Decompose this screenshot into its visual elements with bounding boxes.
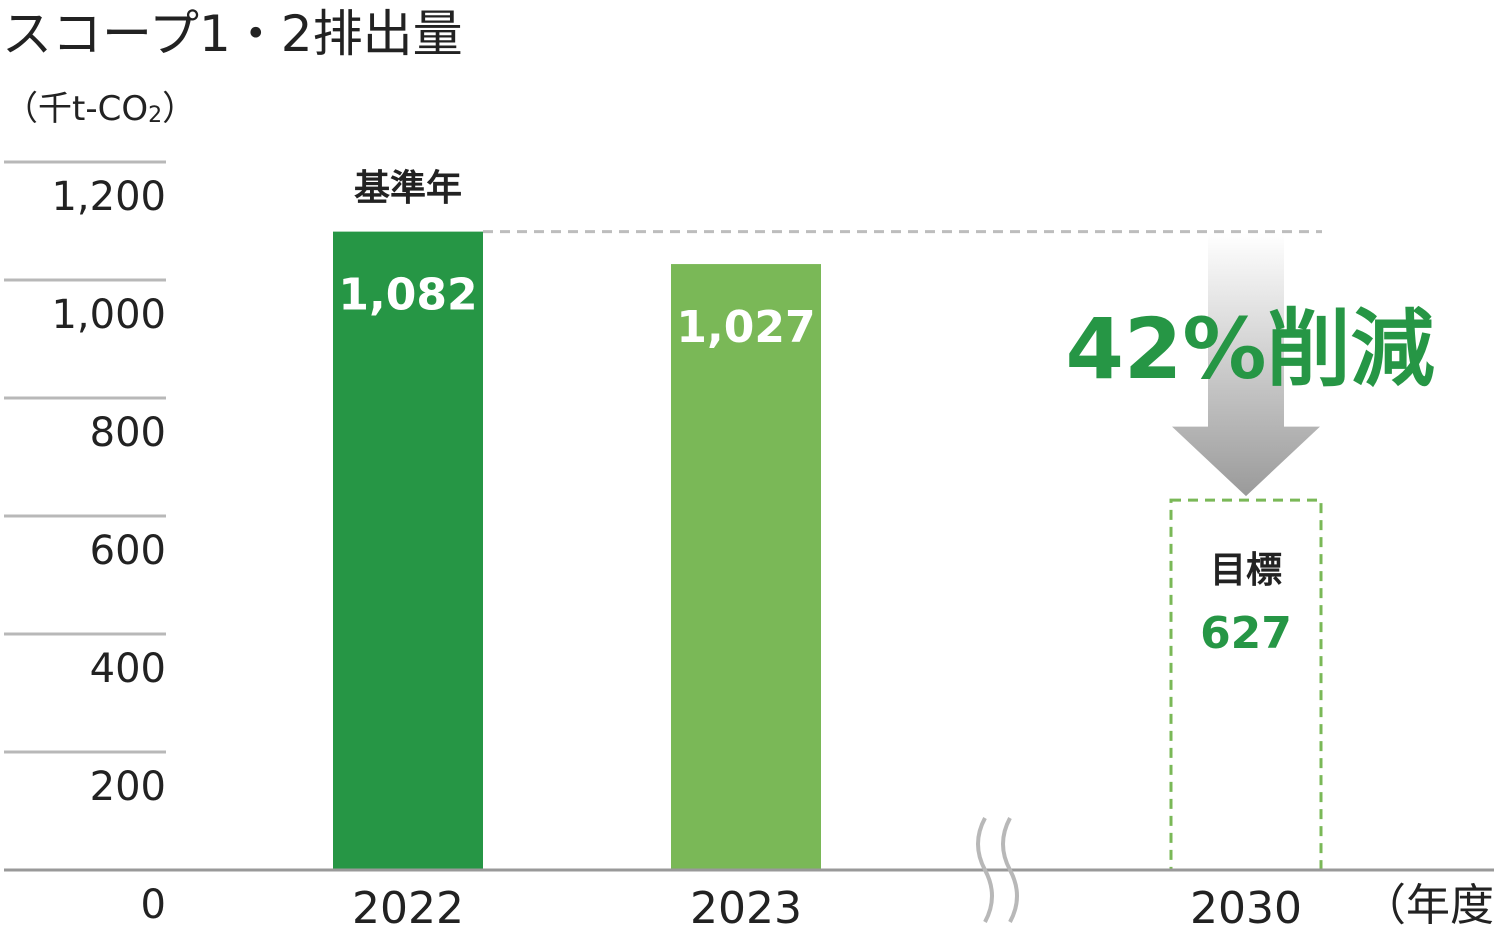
- target-bar-2030: [1169, 498, 1323, 872]
- reduction-annotation: 42%削減: [1065, 300, 1434, 398]
- unit-subscript: 2: [148, 103, 163, 128]
- y-tick-label: 0: [141, 882, 166, 928]
- chart-title: スコープ1・2排出量: [2, 5, 463, 63]
- y-tick-label: 200: [90, 764, 166, 810]
- y-tick-labels: 0 200 400 600 800 1,000 1,200: [51, 174, 166, 928]
- unit-close: ）: [162, 89, 197, 129]
- down-arrow-icon: [1172, 233, 1320, 497]
- y-axis-unit-label: （千t-CO2）: [4, 84, 196, 141]
- bars: 1,082 1,027 627: [333, 231, 1323, 872]
- y-tick-label: 1,200: [51, 174, 166, 220]
- x-tick-label: 2022: [352, 883, 464, 934]
- x-tick-labels: 2022 2023 2030: [352, 883, 1302, 934]
- target-value-label: 627: [1200, 608, 1292, 659]
- axis-break-icon: [976, 817, 1019, 923]
- axis-break-squiggle: [1001, 817, 1019, 923]
- y-tick-label: 600: [90, 528, 166, 574]
- y-tick-label: 800: [90, 410, 166, 456]
- y-tick-label: 1,000: [51, 292, 166, 338]
- y-gridlines: [4, 160, 166, 754]
- baseline-year-label: 基準年: [354, 168, 462, 209]
- bar-value-label: 1,027: [676, 302, 815, 353]
- bar-2022: [333, 231, 483, 870]
- bar-2023: [671, 264, 821, 870]
- x-axis-unit-label: （年度）: [1362, 880, 1496, 931]
- x-tick-label: 2030: [1190, 883, 1302, 934]
- unit-main: （千t-CO: [4, 89, 149, 129]
- target-label: 目標: [1210, 550, 1282, 591]
- y-tick-label: 400: [90, 646, 166, 692]
- axis-break-squiggle: [976, 817, 994, 923]
- bar-value-label: 1,082: [338, 270, 477, 321]
- x-tick-label: 2023: [690, 883, 802, 934]
